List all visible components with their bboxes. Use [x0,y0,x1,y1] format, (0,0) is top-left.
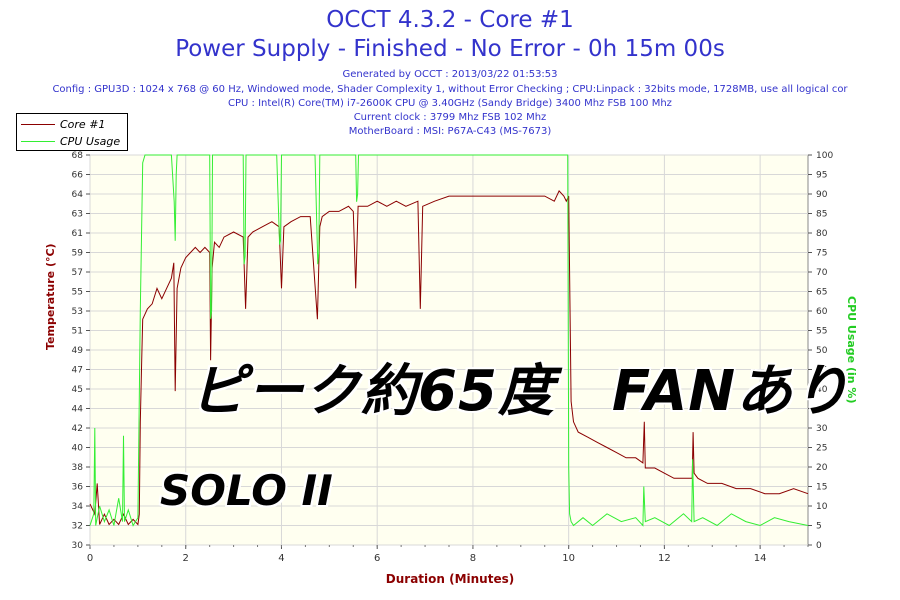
y2-tick-label: 35 [816,405,827,415]
y-tick-label: 44 [72,405,84,415]
y2-tick-label: 90 [816,190,828,200]
x-tick-label: 8 [470,553,476,564]
x-axis-ticks: 0 2 4 6 8 10 12 14 [87,545,809,564]
y-tick-label: 53 [72,307,83,317]
y-tick-label: 63 [72,210,83,220]
y-tick-label: 40 [72,444,84,454]
y-tick-label: 59 [72,249,84,259]
series-line-core [89,190,809,526]
x-tick-label: 14 [754,553,767,564]
y-tick-label: 32 [72,522,83,532]
y2-tick-label: 25 [816,444,827,454]
series-lines [89,154,809,527]
y2-tick-label: 5 [816,522,822,532]
y2-tick-label: 70 [816,268,828,278]
y2-tick-label: 30 [816,424,828,434]
legend-label-core: Core #1 [60,117,106,131]
y2-tick-label: 10 [816,502,828,512]
chart-subtitle: Power Supply - Finished - No Error - 0h … [175,36,725,62]
y-tick-label: 49 [72,346,84,356]
y-tick-label: 55 [72,288,83,298]
y2-tick-label: 50 [816,346,828,356]
y2-tick-label: 60 [816,307,828,317]
y2-tick-label: 100 [816,151,833,161]
y2-tick-label: 65 [816,288,827,298]
x-tick-label: 0 [87,553,93,564]
chart-title: OCCT 4.3.2 - Core #1 [326,7,574,33]
y-axis-label: Temperature (°C) [44,243,57,350]
generated-info: Generated by OCCT : 2013/03/22 01:53:53 [342,69,558,80]
x-tick-label: 4 [278,553,284,564]
legend-swatch-cpu [21,140,55,142]
y-tick-label: 38 [72,463,84,473]
x-axis-label: Duration (Minutes) [385,572,515,586]
legend: Core #1 CPU Usage [16,113,128,151]
y-tick-label: 47 [72,366,83,376]
y2-tick-label: 80 [816,229,828,239]
cpu-info: CPU : Intel(R) Core(TM) i7-2600K CPU @ 3… [228,98,672,109]
y2-tick-label: 40 [816,385,828,395]
x-tick-label: 2 [183,553,189,564]
x-tick-label: 12 [658,553,671,564]
overlay-annotation-sub: SOLO II [160,466,333,515]
y2-tick-label: 45 [816,366,827,376]
legend-label-cpu: CPU Usage [60,134,121,148]
x-tick-label: 10 [562,553,575,564]
left-axis-ticks: 30 32 34 36 38 40 42 44 45 47 49 51 53 55 57 59 61 63 64 66… [72,151,90,551]
legend-item-core: Core #1 [21,116,105,132]
y2-tick-label: 0 [816,541,822,551]
right-axis-ticks: 0 5 10 15 20 25 30 35 40 45 50 55 60 65 70 75 80 85 90 95 10… [808,151,833,551]
y-tick-label: 51 [72,327,83,337]
y2-tick-label: 95 [816,171,827,181]
y-tick-label: 30 [72,541,84,551]
y-tick-label: 34 [72,502,84,512]
y2-tick-label: 85 [816,210,827,220]
overlay-annotation-main: ピーク約65度 FANあり [190,359,851,424]
y2-tick-label: 75 [816,249,827,259]
y2-tick-label: 55 [816,327,827,337]
y-tick-label: 61 [72,229,83,239]
motherboard-info: MotherBoard : MSI: P67A-C43 (MS-7673) [348,126,552,137]
y-tick-label: 36 [72,483,84,493]
y-tick-label: 57 [72,268,83,278]
clock-info: Current clock : 3799 Mhz FSB 102 Mhz [353,112,547,123]
legend-swatch-core [21,123,55,125]
x-tick-label: 6 [374,553,380,564]
config-info: Config : GPU3D : 1024 x 768 @ 60 Hz, Win… [52,84,848,95]
y2-tick-label: 15 [816,483,827,493]
y-tick-label: 45 [72,385,83,395]
y2-tick-label: 20 [816,463,828,473]
series-line-cpu-usage [89,154,809,527]
y-tick-label: 68 [72,151,84,161]
y-tick-label: 64 [72,190,84,200]
y-tick-label: 42 [72,424,83,434]
y-tick-label: 66 [72,171,84,181]
legend-item-cpu: CPU Usage [21,133,120,149]
